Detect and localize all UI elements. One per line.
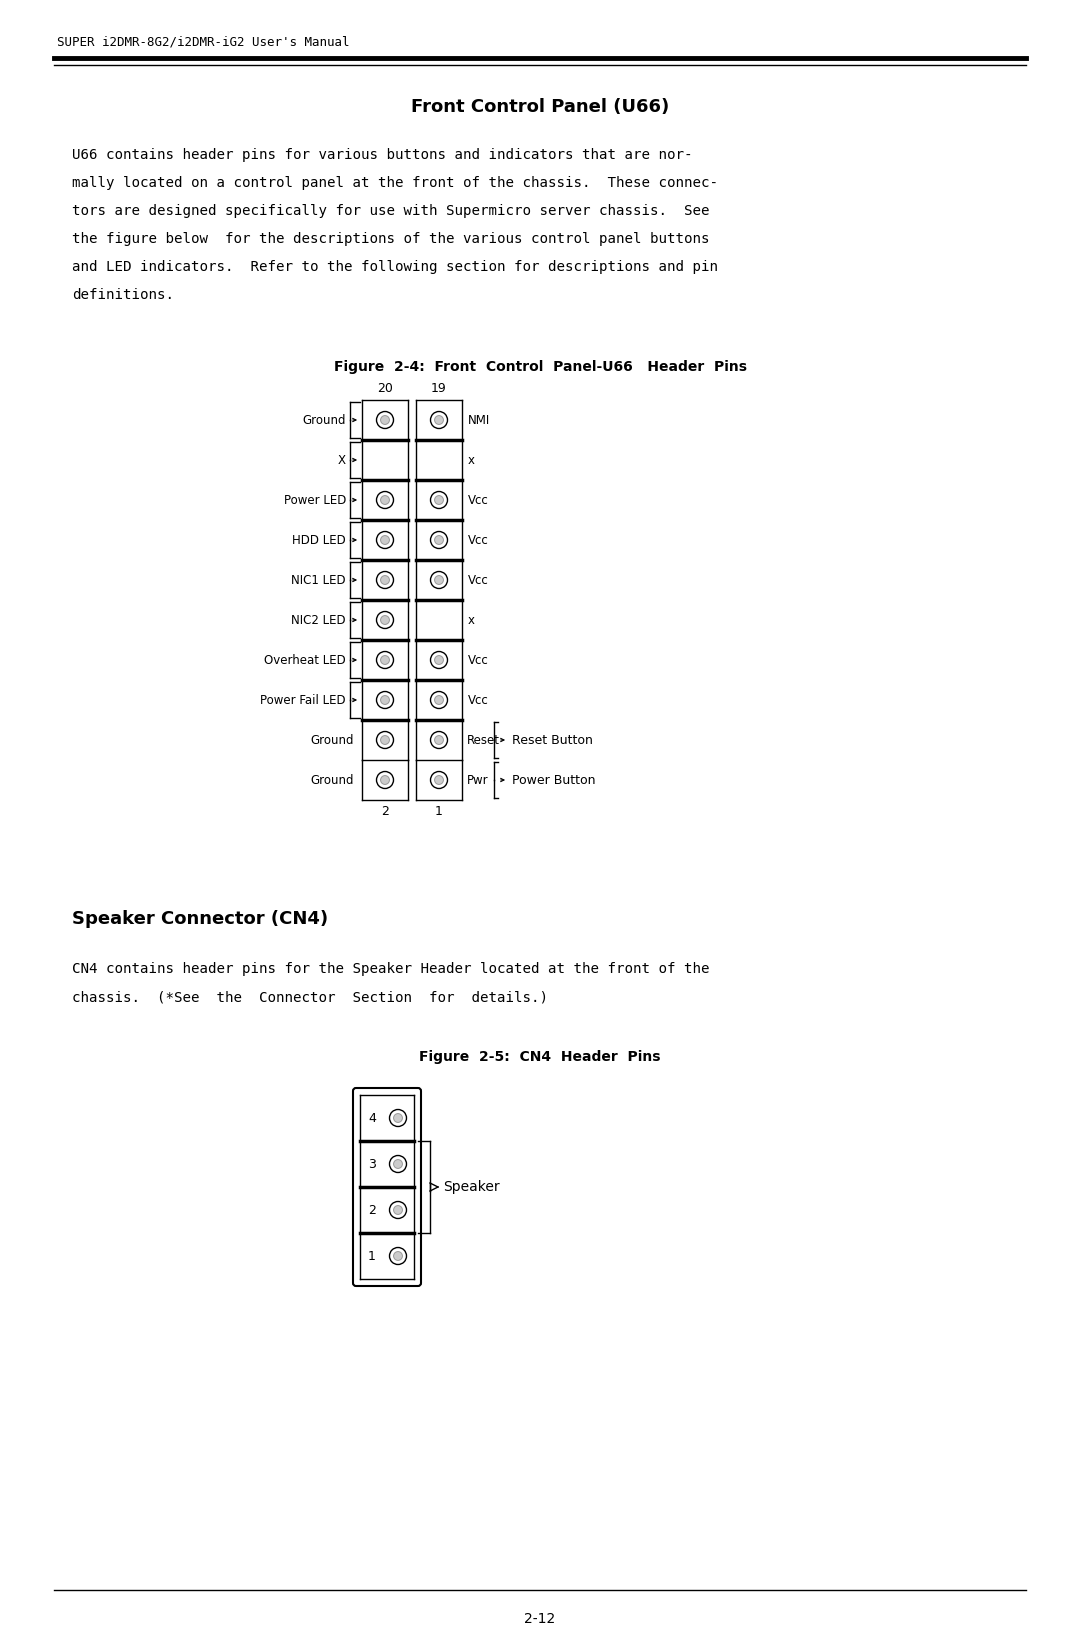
Text: Power LED: Power LED xyxy=(284,493,346,506)
Text: Power Fail LED: Power Fail LED xyxy=(260,694,346,707)
Text: Speaker: Speaker xyxy=(443,1180,500,1195)
Circle shape xyxy=(377,412,393,428)
Text: Ground: Ground xyxy=(302,414,346,427)
Circle shape xyxy=(431,732,447,748)
Circle shape xyxy=(380,776,390,784)
Text: Speaker Connector (CN4): Speaker Connector (CN4) xyxy=(72,910,328,928)
Circle shape xyxy=(431,771,447,788)
Circle shape xyxy=(393,1251,403,1261)
Text: Ground: Ground xyxy=(311,733,354,747)
Circle shape xyxy=(434,735,444,745)
Text: 1: 1 xyxy=(435,804,443,817)
Text: Vcc: Vcc xyxy=(468,534,489,547)
Text: Reset: Reset xyxy=(467,733,500,747)
Text: HDD LED: HDD LED xyxy=(293,534,346,547)
Text: x: x xyxy=(468,613,475,626)
Text: Front Control Panel (U66): Front Control Panel (U66) xyxy=(410,97,670,115)
Circle shape xyxy=(380,616,390,625)
Circle shape xyxy=(377,771,393,788)
Text: Figure  2-4:  Front  Control  Panel-U66   Header  Pins: Figure 2-4: Front Control Panel-U66 Head… xyxy=(334,359,746,374)
Circle shape xyxy=(393,1160,403,1168)
Circle shape xyxy=(393,1206,403,1215)
Circle shape xyxy=(377,491,393,509)
Text: x: x xyxy=(468,453,475,466)
Circle shape xyxy=(390,1248,406,1264)
Circle shape xyxy=(431,532,447,549)
Text: 4: 4 xyxy=(368,1111,376,1124)
Text: tors are designed specifically for use with Supermicro server chassis.  See: tors are designed specifically for use w… xyxy=(72,204,710,218)
Circle shape xyxy=(393,1114,403,1122)
Text: chassis.  (*See  the  Connector  Section  for  details.): chassis. (*See the Connector Section for… xyxy=(72,990,548,1004)
Circle shape xyxy=(434,415,444,425)
Circle shape xyxy=(431,651,447,669)
Circle shape xyxy=(434,575,444,585)
Text: 2: 2 xyxy=(381,804,389,817)
Circle shape xyxy=(380,496,390,504)
Text: 3: 3 xyxy=(368,1157,376,1170)
Circle shape xyxy=(434,496,444,504)
Text: Overheat LED: Overheat LED xyxy=(265,654,346,666)
Circle shape xyxy=(380,695,390,704)
Circle shape xyxy=(390,1155,406,1172)
Text: 2: 2 xyxy=(368,1203,376,1216)
Text: Vcc: Vcc xyxy=(468,574,489,587)
Text: Vcc: Vcc xyxy=(468,493,489,506)
Circle shape xyxy=(434,536,444,544)
Text: Figure  2-5:  CN4  Header  Pins: Figure 2-5: CN4 Header Pins xyxy=(419,1050,661,1065)
Circle shape xyxy=(380,656,390,664)
Circle shape xyxy=(390,1201,406,1218)
Text: Reset Button: Reset Button xyxy=(512,733,593,747)
Circle shape xyxy=(431,412,447,428)
Text: 19: 19 xyxy=(431,382,447,396)
Circle shape xyxy=(377,611,393,628)
Text: NIC2 LED: NIC2 LED xyxy=(292,613,346,626)
Text: 1: 1 xyxy=(368,1249,376,1262)
Text: NMI: NMI xyxy=(468,414,490,427)
Text: CN4 contains header pins for the Speaker Header located at the front of the: CN4 contains header pins for the Speaker… xyxy=(72,962,710,976)
Circle shape xyxy=(380,415,390,425)
Text: the figure below  for the descriptions of the various control panel buttons: the figure below for the descriptions of… xyxy=(72,232,710,246)
Text: SUPER i2DMR-8G2/i2DMR-iG2 User's Manual: SUPER i2DMR-8G2/i2DMR-iG2 User's Manual xyxy=(57,35,350,48)
Text: Vcc: Vcc xyxy=(468,654,489,666)
Circle shape xyxy=(431,692,447,709)
Text: mally located on a control panel at the front of the chassis.  These connec-: mally located on a control panel at the … xyxy=(72,176,718,190)
Text: 20: 20 xyxy=(377,382,393,396)
Circle shape xyxy=(431,491,447,509)
Circle shape xyxy=(434,656,444,664)
Text: X: X xyxy=(338,453,346,466)
Circle shape xyxy=(431,572,447,588)
Circle shape xyxy=(380,735,390,745)
Circle shape xyxy=(377,732,393,748)
Circle shape xyxy=(434,695,444,704)
Text: Power Button: Power Button xyxy=(512,773,595,786)
Circle shape xyxy=(377,532,393,549)
Text: Vcc: Vcc xyxy=(468,694,489,707)
Text: U66 contains header pins for various buttons and indicators that are nor-: U66 contains header pins for various but… xyxy=(72,148,692,162)
Text: Ground: Ground xyxy=(311,773,354,786)
Text: and LED indicators.  Refer to the following section for descriptions and pin: and LED indicators. Refer to the followi… xyxy=(72,260,718,274)
Text: Pwr: Pwr xyxy=(467,773,488,786)
Circle shape xyxy=(377,651,393,669)
Circle shape xyxy=(380,575,390,585)
Circle shape xyxy=(377,572,393,588)
Circle shape xyxy=(380,536,390,544)
Text: 2-12: 2-12 xyxy=(525,1612,555,1627)
Circle shape xyxy=(377,692,393,709)
Text: definitions.: definitions. xyxy=(72,288,174,302)
Circle shape xyxy=(390,1109,406,1127)
Circle shape xyxy=(434,776,444,784)
Text: NIC1 LED: NIC1 LED xyxy=(292,574,346,587)
